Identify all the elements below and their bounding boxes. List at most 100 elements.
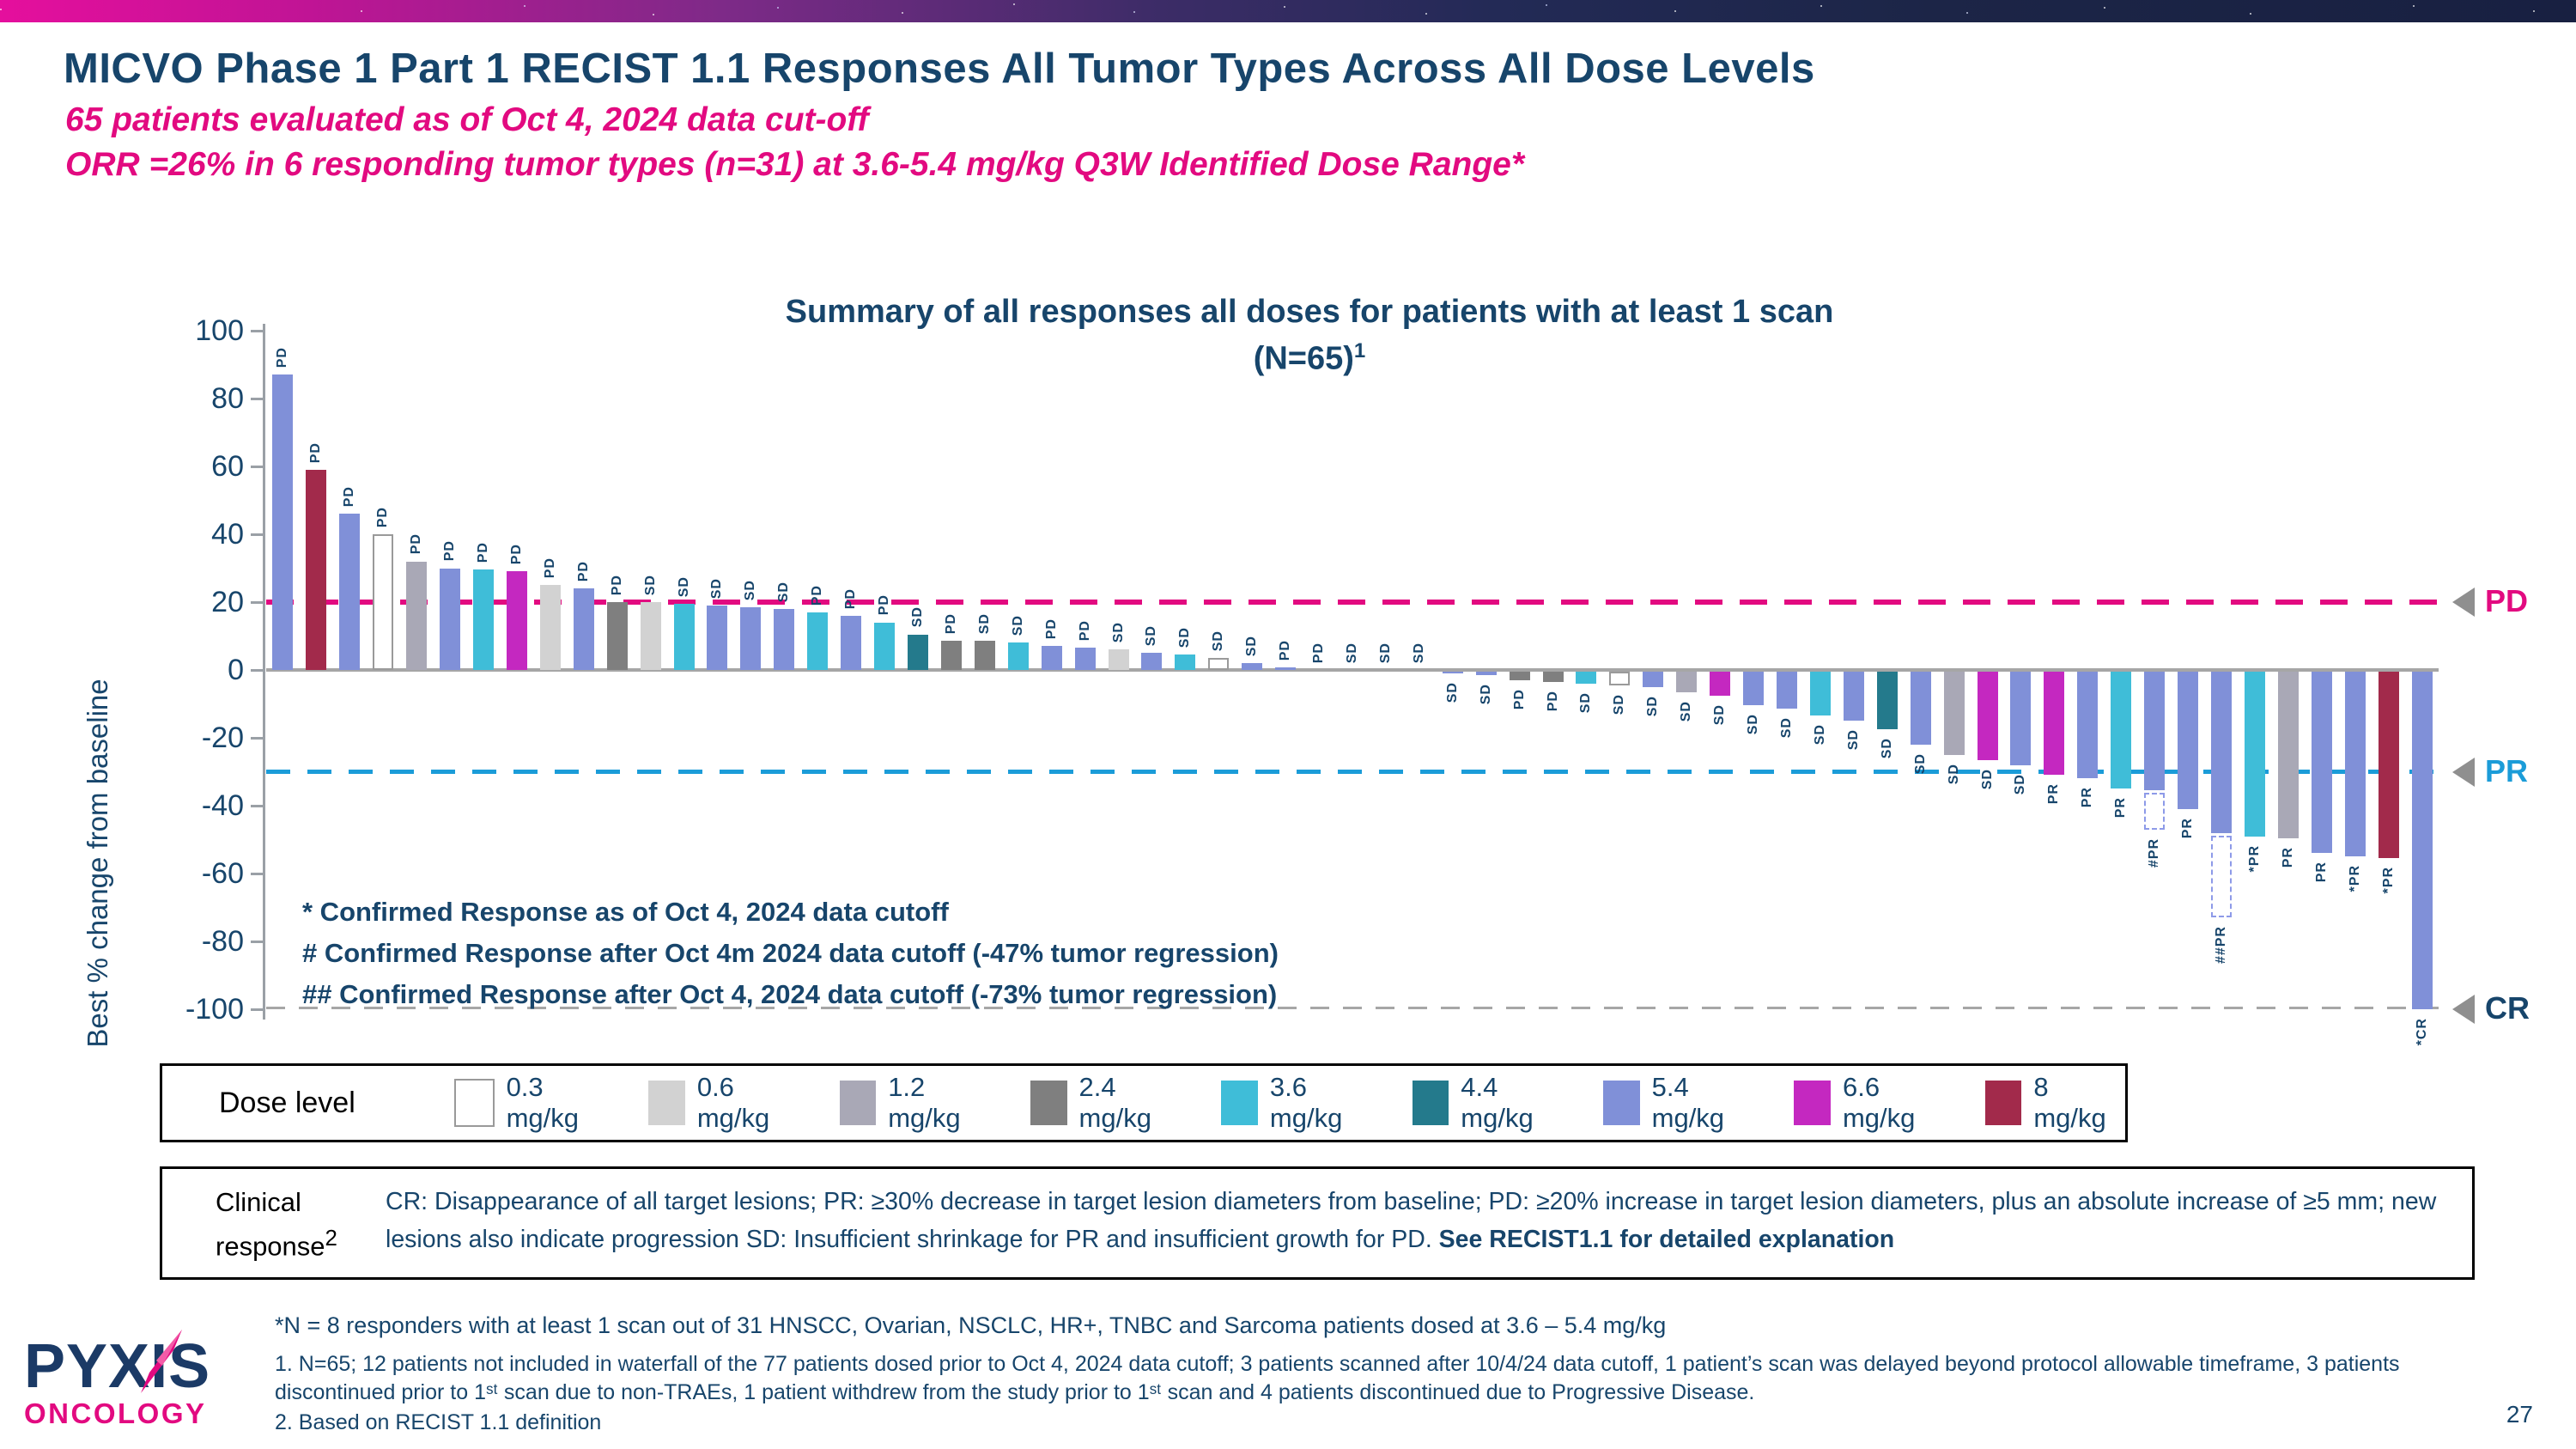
waterfall-bar	[406, 561, 428, 670]
waterfall-bar	[2111, 672, 2132, 789]
y-axis-tick-label: 20	[211, 586, 244, 618]
y-axis-tick	[251, 533, 263, 536]
clinical-definitions-text: CR: Disappearance of all target lesions;…	[386, 1188, 2437, 1253]
bar-response-label: *PR	[2347, 865, 2362, 892]
logo-subtitle: ONCOLOGY	[24, 1397, 207, 1429]
footnote-2: 2. Based on RECIST 1.1 definition	[275, 1410, 602, 1434]
bar-response-label: PD	[609, 574, 624, 595]
legend-label: 3.6 mg/kg	[1269, 1072, 1343, 1133]
legend-item: 6.6 mg/kg	[1794, 1072, 1955, 1134]
bar-response-label: SD	[1578, 691, 1594, 714]
waterfall-bar	[1175, 654, 1196, 670]
waterfall-bar	[974, 641, 995, 670]
y-axis-tick-label: 40	[211, 518, 244, 551]
confirmed-regression-dashed-extension	[2144, 793, 2166, 830]
legend-swatch	[1030, 1081, 1067, 1125]
bar-response-label: PD	[508, 544, 524, 565]
bar-response-label: PD	[275, 347, 290, 368]
waterfall-bar	[707, 605, 728, 670]
bar-response-label: SD	[1779, 717, 1794, 739]
y-axis-tick-label: -60	[201, 857, 244, 890]
legend-swatch	[1412, 1081, 1449, 1125]
annotation-line-1: * Confirmed Response as of Oct 4, 2024 d…	[302, 897, 949, 927]
waterfall-bar	[1041, 646, 1062, 670]
y-axis-line	[263, 324, 265, 1020]
waterfall-bar	[1710, 672, 1731, 696]
bar-response-label: PD	[1043, 618, 1059, 640]
cr-arrow-icon	[2452, 995, 2475, 1024]
waterfall-bar	[740, 606, 762, 670]
bar-response-label: SD	[1912, 752, 1928, 775]
chart-title-superscript: 1	[1353, 339, 1366, 362]
waterfall-bar	[673, 603, 695, 670]
starfield-decoration	[0, 9, 2, 10]
clinical-response-box: Clinical response2 CR: Disappearance of …	[160, 1166, 2475, 1280]
bar-response-label: PD	[1077, 620, 1092, 642]
bar-response-label: SD	[1946, 763, 1961, 784]
waterfall-bar	[2211, 672, 2232, 833]
waterfall-bar	[1910, 672, 1931, 745]
waterfall-bar	[339, 514, 361, 670]
bar-response-label: PR	[2280, 846, 2295, 868]
waterfall-bar	[1643, 672, 1664, 687]
waterfall-bar	[1876, 672, 1898, 730]
bar-response-label: *PR	[2380, 867, 2396, 894]
y-axis-tick	[251, 668, 263, 672]
bar-response-label: PD	[1545, 690, 1560, 712]
compass-needle-icon	[141, 1330, 182, 1393]
pd-arrow-icon	[2452, 588, 2475, 617]
y-axis-tick-label: -80	[201, 925, 244, 958]
waterfall-bar	[473, 569, 494, 670]
bar-response-label: SD	[1377, 642, 1393, 663]
legend-swatch	[839, 1081, 877, 1125]
y-axis-tick	[251, 940, 263, 943]
waterfall-bar	[841, 615, 862, 670]
waterfall-bar	[1943, 672, 1965, 755]
chart-title: Summary of all responses all doses for p…	[429, 292, 2190, 379]
bar-response-label: ##PR	[2214, 926, 2228, 965]
bar-response-label: PD	[1311, 642, 1327, 663]
y-axis-tick-label: 60	[211, 450, 244, 483]
legend-swatch	[1794, 1081, 1831, 1125]
waterfall-bar	[774, 608, 795, 670]
bar-response-label: PR	[2313, 861, 2329, 883]
waterfall-bar	[1275, 667, 1297, 670]
waterfall-bar	[874, 622, 896, 670]
waterfall-bar	[640, 602, 661, 670]
legend-item: 1.2 mg/kg	[839, 1072, 1001, 1134]
bar-response-label: SD	[1812, 724, 1827, 746]
waterfall-bar	[1809, 672, 1831, 716]
waterfall-bar	[1108, 649, 1129, 670]
chart-title-line2: (N=65)	[1253, 340, 1354, 377]
legend-label: 6.6 mg/kg	[1842, 1072, 1916, 1133]
slide-title: MICVO Phase 1 Part 1 RECIST 1.1 Response…	[64, 46, 1815, 92]
bar-response-label: PR	[2080, 787, 2095, 808]
waterfall-bar	[1141, 653, 1163, 670]
footnote-responders: *N = 8 responders with at least 1 scan o…	[275, 1312, 1667, 1338]
y-axis-tick	[251, 600, 263, 604]
y-axis-tick-label: -20	[201, 721, 244, 754]
legend-item: 3.6 mg/kg	[1221, 1072, 1382, 1134]
legend-item: 5.4 mg/kg	[1603, 1072, 1765, 1134]
legend-label: 0.3 mg/kg	[506, 1072, 579, 1133]
waterfall-bar	[440, 568, 461, 670]
waterfall-bar	[2411, 672, 2433, 1009]
y-axis-tick	[251, 465, 263, 468]
bar-response-label: PD	[575, 560, 591, 582]
legend-item: 8 mg/kg	[1984, 1072, 2125, 1134]
y-axis-tick	[251, 397, 263, 400]
legend-items: 0.3 mg/kg 0.6 mg/kg 1.2 mg/kg 2.4 mg/kg 3.6 …	[454, 1066, 2125, 1140]
page-number: 27	[2506, 1401, 2533, 1428]
waterfall-bar	[2144, 672, 2166, 791]
pr-threshold-line	[266, 769, 2439, 774]
bar-response-label: SD	[1645, 695, 1661, 716]
pd-threshold-label: PD	[2485, 583, 2529, 618]
waterfall-plot: Best % change from baseline 100 80 60 40 20 0…	[82, 314, 2530, 1048]
clinical-response-definitions: CR: Disappearance of all target lesions;…	[386, 1183, 2446, 1258]
y-axis-tick	[251, 736, 263, 740]
bar-response-label: SD	[1244, 635, 1260, 657]
legend-swatch	[1603, 1081, 1640, 1125]
waterfall-bar	[2378, 672, 2399, 859]
chart-title-line1: Summary of all responses all doses for p…	[785, 294, 1834, 330]
